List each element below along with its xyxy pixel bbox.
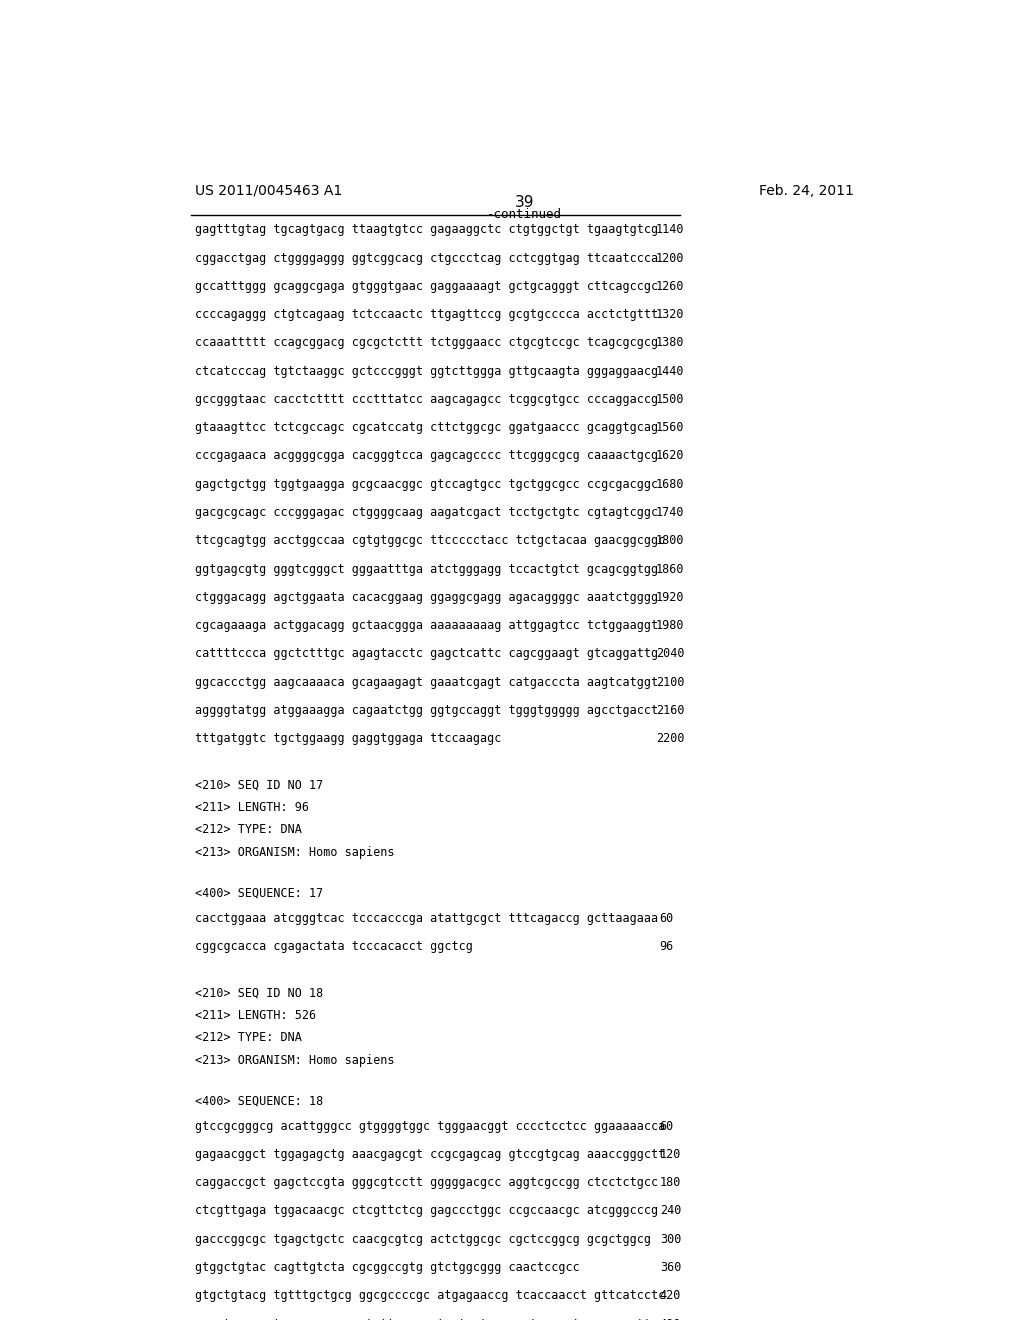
- Text: caggaccgct gagctccgta gggcgtcctt gggggacgcc aggtcgccgg ctcctctgcc: caggaccgct gagctccgta gggcgtcctt gggggac…: [196, 1176, 658, 1189]
- Text: 300: 300: [659, 1233, 681, 1246]
- Text: 1440: 1440: [655, 364, 684, 378]
- Text: tttgatggtc tgctggaagg gaggtggaga ttccaagagc: tttgatggtc tgctggaagg gaggtggaga ttccaag…: [196, 733, 502, 744]
- Text: gccgggtaac cacctctttt ccctttatcc aagcagagcc tcggcgtgcc cccaggaccg: gccgggtaac cacctctttt ccctttatcc aagcaga…: [196, 393, 658, 407]
- Text: ctcatcccag tgtctaaggc gctcccgggt ggtcttggga gttgcaagta gggaggaacg: ctcatcccag tgtctaaggc gctcccgggt ggtcttg…: [196, 364, 658, 378]
- Text: US 2011/0045463 A1: US 2011/0045463 A1: [196, 183, 343, 198]
- Text: cccgagaaca acggggcgga cacgggtcca gagcagcccc ttcgggcgcg caaaactgcg: cccgagaaca acggggcgga cacgggtcca gagcagc…: [196, 450, 658, 462]
- Text: 2200: 2200: [655, 733, 684, 744]
- Text: <212> TYPE: DNA: <212> TYPE: DNA: [196, 1031, 302, 1044]
- Text: cggcgcacca cgagactata tcccacacct ggctcg: cggcgcacca cgagactata tcccacacct ggctcg: [196, 940, 473, 953]
- Text: 2040: 2040: [655, 647, 684, 660]
- Text: 360: 360: [659, 1261, 681, 1274]
- Text: Feb. 24, 2011: Feb. 24, 2011: [759, 183, 854, 198]
- Text: gccatttggg gcaggcgaga gtgggtgaac gaggaaaagt gctgcagggt cttcagccgc: gccatttggg gcaggcgaga gtgggtgaac gaggaaa…: [196, 280, 658, 293]
- Text: ggcaccctgg aagcaaaaca gcagaagagt gaaatcgagt catgacccta aagtcatggt: ggcaccctgg aagcaaaaca gcagaagagt gaaatcg…: [196, 676, 658, 689]
- Text: 1140: 1140: [655, 223, 684, 236]
- Text: ccccagaggg ctgtcagaag tctccaactc ttgagttccg gcgtgcccca acctctgttt: ccccagaggg ctgtcagaag tctccaactc ttgagtt…: [196, 308, 658, 321]
- Text: 60: 60: [659, 1119, 674, 1133]
- Text: 1380: 1380: [655, 337, 684, 350]
- Text: <400> SEQUENCE: 18: <400> SEQUENCE: 18: [196, 1094, 324, 1107]
- Text: ttcgcagtgg acctggccaa cgtgtggcgc ttccccctacc tctgctacaa gaacggcggc: ttcgcagtgg acctggccaa cgtgtggcgc ttccccc…: [196, 535, 666, 548]
- Text: gagctgctgg tggtgaagga gcgcaacggc gtccagtgcc tgctggcgcc ccgcgacggc: gagctgctgg tggtgaagga gcgcaacggc gtccagt…: [196, 478, 658, 491]
- Text: <210> SEQ ID NO 17: <210> SEQ ID NO 17: [196, 779, 324, 792]
- Text: 39: 39: [515, 195, 535, 210]
- Text: 1740: 1740: [655, 506, 684, 519]
- Text: 2160: 2160: [655, 704, 684, 717]
- Text: 1680: 1680: [655, 478, 684, 491]
- Text: 1800: 1800: [655, 535, 684, 548]
- Text: <213> ORGANISM: Homo sapiens: <213> ORGANISM: Homo sapiens: [196, 1053, 395, 1067]
- Text: 1620: 1620: [655, 450, 684, 462]
- Text: ccaaattttt ccagcggacg cgcgctcttt tctgggaacc ctgcgtccgc tcagcgcgcg: ccaaattttt ccagcggacg cgcgctcttt tctggga…: [196, 337, 658, 350]
- Text: 1560: 1560: [655, 421, 684, 434]
- Text: gtgctgtacg tgtttgctgcg ggcgccccgc atgagaaccg tcaccaacct gttcatcctc: gtgctgtacg tgtttgctgcg ggcgccccgc atgaga…: [196, 1290, 666, 1303]
- Text: gacgcgcagc cccgggagac ctggggcaag aagatcgact tcctgctgtc cgtagtcggc: gacgcgcagc cccgggagac ctggggcaag aagatcg…: [196, 506, 658, 519]
- Text: <211> LENGTH: 96: <211> LENGTH: 96: [196, 801, 309, 814]
- Text: gacccggcgc tgagctgctc caacgcgtcg actctggcgc cgctccggcg gcgctggcg: gacccggcgc tgagctgctc caacgcgtcg actctgg…: [196, 1233, 651, 1246]
- Text: 96: 96: [659, 940, 674, 953]
- Text: 1320: 1320: [655, 308, 684, 321]
- Text: <210> SEQ ID NO 18: <210> SEQ ID NO 18: [196, 986, 324, 999]
- Text: 2100: 2100: [655, 676, 684, 689]
- Text: 1920: 1920: [655, 591, 684, 603]
- Text: ctgggacagg agctggaata cacacggaag ggaggcgagg agacaggggc aaatctgggg: ctgggacagg agctggaata cacacggaag ggaggcg…: [196, 591, 658, 603]
- Text: 1200: 1200: [655, 252, 684, 265]
- Text: gtaaagttcc tctcgccagc cgcatccatg cttctggcgc ggatgaaccc gcaggtgcag: gtaaagttcc tctcgccagc cgcatccatg cttctgg…: [196, 421, 658, 434]
- Text: cattttccca ggctctttgc agagtacctc gagctcattc cagcggaagt gtcaggattg: cattttccca ggctctttgc agagtacctc gagctca…: [196, 647, 658, 660]
- Text: 120: 120: [659, 1148, 681, 1162]
- Text: 1260: 1260: [655, 280, 684, 293]
- Text: 240: 240: [659, 1204, 681, 1217]
- Text: 420: 420: [659, 1290, 681, 1303]
- Text: cggacctgag ctggggaggg ggtcggcacg ctgccctcag cctcggtgag ttcaatccca: cggacctgag ctggggaggg ggtcggcacg ctgccct…: [196, 252, 658, 265]
- Text: 1500: 1500: [655, 393, 684, 407]
- Text: gagaacggct tggagagctg aaacgagcgt ccgcgagcag gtccgtgcag aaaccgggctt: gagaacggct tggagagctg aaacgagcgt ccgcgag…: [196, 1148, 666, 1162]
- Text: -continued: -continued: [487, 209, 562, 222]
- Text: aacctggcca tcgccgacga gctcttcacg ctggtgctgc ccatcaacat cgccgacttc: aacctggcca tcgccgacga gctcttcacg ctggtgc…: [196, 1317, 658, 1320]
- Text: 1860: 1860: [655, 562, 684, 576]
- Text: gagtttgtag tgcagtgacg ttaagtgtcc gagaaggctc ctgtggctgt tgaagtgtcg: gagtttgtag tgcagtgacg ttaagtgtcc gagaagg…: [196, 223, 658, 236]
- Text: ctcgttgaga tggacaacgc ctcgttctcg gagccctggc ccgccaacgc atcgggcccg: ctcgttgaga tggacaacgc ctcgttctcg gagccct…: [196, 1204, 658, 1217]
- Text: gtggctgtac cagttgtcta cgcggccgtg gtctggcggg caactccgcc: gtggctgtac cagttgtcta cgcggccgtg gtctggc…: [196, 1261, 581, 1274]
- Text: cacctggaaa atcgggtcac tcccacccga atattgcgct tttcagaccg gcttaagaaa: cacctggaaa atcgggtcac tcccacccga atattgc…: [196, 912, 658, 925]
- Text: cgcagaaaga actggacagg gctaacggga aaaaaaaaag attggagtcc tctggaaggt: cgcagaaaga actggacagg gctaacggga aaaaaaa…: [196, 619, 658, 632]
- Text: 480: 480: [659, 1317, 681, 1320]
- Text: 60: 60: [659, 912, 674, 925]
- Text: aggggtatgg atggaaagga cagaatctgg ggtgccaggt tgggtggggg agcctgacct: aggggtatgg atggaaagga cagaatctgg ggtgcca…: [196, 704, 658, 717]
- Text: ggtgagcgtg gggtcgggct gggaatttga atctgggagg tccactgtct gcagcggtgg: ggtgagcgtg gggtcgggct gggaatttga atctggg…: [196, 562, 658, 576]
- Text: <212> TYPE: DNA: <212> TYPE: DNA: [196, 824, 302, 837]
- Text: <211> LENGTH: 526: <211> LENGTH: 526: [196, 1008, 316, 1022]
- Text: <400> SEQUENCE: 17: <400> SEQUENCE: 17: [196, 886, 324, 899]
- Text: <213> ORGANISM: Homo sapiens: <213> ORGANISM: Homo sapiens: [196, 846, 395, 859]
- Text: 180: 180: [659, 1176, 681, 1189]
- Text: gtccgcgggcg acattgggcc gtggggtggc tgggaacggt cccctcctcc ggaaaaacca: gtccgcgggcg acattgggcc gtggggtggc tgggaa…: [196, 1119, 666, 1133]
- Text: 1980: 1980: [655, 619, 684, 632]
